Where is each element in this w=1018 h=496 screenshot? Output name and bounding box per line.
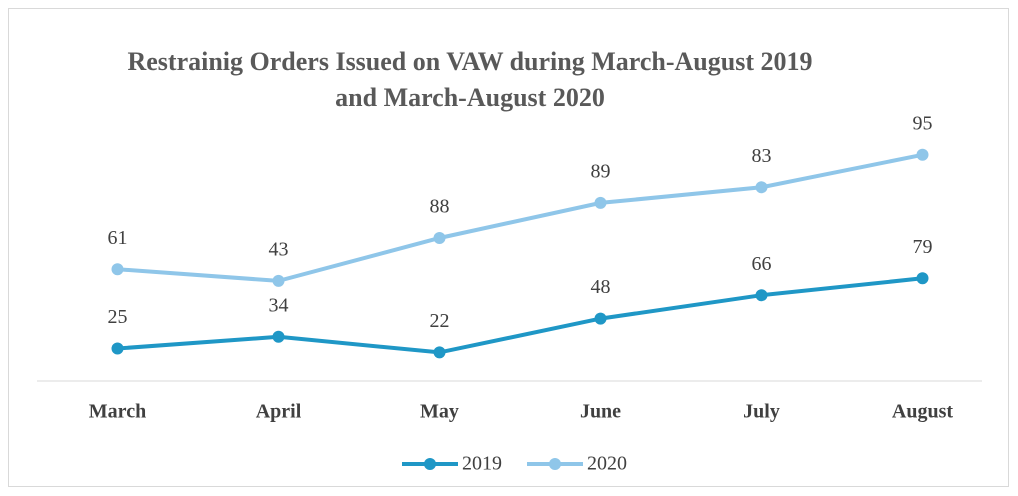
chart-title: Restrainig Orders Issued on VAW during M… [127, 47, 813, 112]
point [433, 232, 446, 244]
data-label: 79 [913, 236, 933, 258]
point [111, 263, 124, 276]
point [272, 274, 285, 287]
x-tick-label: March [89, 401, 146, 423]
point [594, 312, 607, 325]
point [594, 196, 607, 209]
series-line [117, 152, 923, 283]
data-label: 88 [430, 196, 450, 218]
x-tick-label: July [743, 401, 780, 423]
data-label: 25 [108, 306, 128, 328]
point [916, 148, 929, 161]
data-label: 83 [752, 145, 772, 167]
legend-label: 2020 [587, 453, 627, 475]
x-tick-label: June [580, 401, 621, 423]
point [272, 330, 285, 343]
legend-marker [549, 458, 561, 470]
data-label: 22 [430, 310, 450, 332]
data-label: 95 [913, 112, 933, 134]
x-tick-label: May [420, 401, 459, 423]
data-label: 48 [591, 276, 611, 298]
point [111, 342, 124, 355]
data-label: 89 [591, 160, 611, 182]
point [755, 181, 768, 194]
x-tick-label: April [256, 401, 302, 423]
point [916, 272, 929, 285]
data-label: 66 [752, 253, 772, 275]
data-label: 61 [108, 227, 128, 249]
point [755, 289, 768, 302]
series-line [117, 276, 923, 355]
data-label: 34 [269, 294, 289, 316]
point [433, 346, 446, 359]
x-tick-label: August [892, 401, 953, 423]
chart-border [8, 8, 1009, 487]
legend-marker [424, 458, 436, 470]
data-label: 43 [269, 238, 289, 260]
legend-label: 2019 [462, 453, 502, 475]
